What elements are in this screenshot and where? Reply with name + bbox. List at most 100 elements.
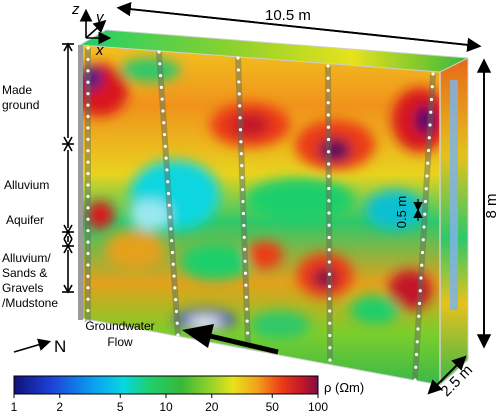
axis-triad [79,8,112,45]
layer-label-made-ground: Made [2,83,32,97]
electrode-dot [86,308,90,313]
layer-label-lower-4: /Mudstone [2,296,58,310]
electrode-dot [326,64,330,68]
electrode-dot [328,333,332,338]
electrode-dot [86,286,90,290]
electrode-dot [167,203,171,207]
colorbar-ticks: 1 2 5 10 20 50 100 [11,394,328,414]
electrode-dot [326,113,330,117]
length-label: 10.5 m [265,7,311,24]
electrode-dot [327,186,331,191]
electrode-dot [158,73,163,78]
layer-label-lower-2: Sands & [2,266,47,280]
electrode-dot [86,206,90,210]
electrode-dot [416,327,420,331]
electrode-dot [162,132,167,137]
electrode-dot [238,128,243,132]
electrode-dot [165,168,169,172]
electrode-dot [242,223,246,228]
electrode-dot [170,239,174,243]
electrode-dot [328,358,332,362]
electrode-dot [427,136,431,140]
electrode-dot [175,321,179,325]
electrode-dot [170,250,175,255]
electrode-dot [421,238,425,242]
electrode-dots [86,46,435,382]
electrode-dot [86,114,90,119]
electrode-dot [158,62,162,66]
electrode-dot [414,352,419,357]
electrode-dot [86,137,90,141]
colorbar-label: ρ (Ωm) [324,380,364,395]
electrode-dot [240,164,244,168]
electrode-dot [86,320,90,324]
electrode-dot [423,199,428,204]
electrode-dot [327,235,331,240]
electrode-dot [159,85,163,89]
block-front-face [80,45,440,385]
electrode-dot [418,289,422,293]
electrode-dot [328,346,332,350]
electrode-dot [173,286,177,290]
electrode-dot [328,321,332,325]
electrode-dot [86,297,90,301]
electrode-dot [419,276,423,280]
electrode-dot [425,174,429,178]
electrode-dot [326,76,330,80]
electrode-dot [423,212,427,216]
electrode-dot [86,46,90,50]
layer-label-alluvium: Alluvium [4,178,49,192]
electrode-dot [327,248,331,252]
electrode-dot [238,116,242,120]
electrode-dot [86,183,90,187]
electrode-dot [86,217,90,221]
electrode-dot [236,56,240,60]
flow-label-2: Flow [107,335,133,349]
electrode-dot [176,333,180,337]
electrode-dot [429,110,433,114]
electrode-dot [420,263,424,267]
layer-label-aquifer: Aquifer [6,213,44,227]
electrode-dot [239,140,243,144]
electrode-dot [424,187,428,191]
axis-y-label: y [95,9,105,26]
electrode-dot [326,88,330,93]
electrode-dot [240,187,245,192]
electrode-dot [327,284,332,289]
layer-label-lower-1: Alluvium/ [2,251,51,265]
electrode-dot [413,378,417,382]
electrode-dot [243,259,247,263]
electrode-dot [160,97,164,101]
electrode-dot [326,125,331,129]
electrode-dot [417,301,422,306]
electrode-dot [166,180,170,184]
electrode-dot [86,149,90,153]
axis-x-label: x [95,42,104,59]
electrode-dot [157,50,161,54]
electrode-dot [430,85,434,89]
electrode-dot [86,92,90,96]
electrode-dot [161,109,165,113]
electrode-dot [327,223,331,227]
electrode-dot [415,340,419,344]
electrode-dot [162,121,166,125]
block-top-face [80,30,468,72]
electrode-dot [86,80,90,84]
electrode-dot [429,97,434,102]
flow-label-1: Groundwater [85,319,154,333]
colorbar-tick-label: 20 [205,400,219,414]
electrode-dot [86,251,90,256]
electrode-dot [245,331,250,335]
electrode-dot [241,211,246,216]
electrode-dot [327,260,331,264]
borehole-tube [450,80,458,310]
colorbar-tick-label: 5 [117,400,124,414]
electrode-dot [86,240,90,244]
electrode-dot [426,161,430,165]
electrode-dot [327,211,331,215]
electrode-dot [422,225,426,229]
electrode-dot [236,68,241,72]
electrode-dot [417,314,421,318]
electrode-dot [86,171,90,176]
